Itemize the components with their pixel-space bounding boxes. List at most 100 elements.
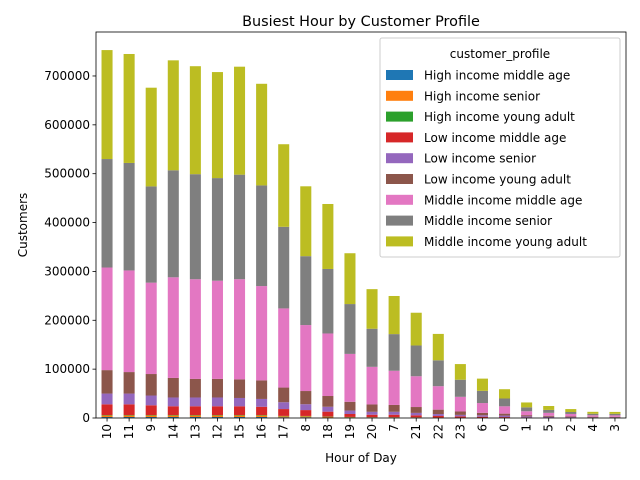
bar-segment [256,286,268,381]
x-tick-label: 18 [321,424,335,439]
bar-segment [300,416,312,418]
bar-segment [101,267,113,371]
bar-segment [454,414,466,417]
bar-segment [499,413,511,416]
legend-label: Middle income middle age [424,193,582,207]
bar-segment [211,178,223,281]
bar-segment [300,186,312,257]
x-tick-label: 5 [542,424,556,432]
bar-segment [234,417,246,418]
bar-segment [432,333,444,361]
bar-segment [123,404,135,416]
bar-segment [256,406,268,416]
bar-segment [344,253,356,305]
bar-segment [123,270,135,373]
x-tick-label: 23 [453,424,467,439]
legend-swatch [386,111,413,122]
y-axis: 0 100000 200000 300000 400000 500000 600000 700… [44,69,96,425]
bar-segment [543,416,555,418]
x-axis-label: Hour of Day [325,451,397,465]
bar-segment [189,397,201,407]
bar-segment [256,83,268,186]
bar-segment [476,403,488,413]
bar-segment [256,415,268,418]
bar-segment [211,397,223,407]
bar-segment [344,353,356,402]
bar-segment [476,390,488,404]
bar-segment [211,417,223,418]
y-tick-label: 0 [82,411,90,425]
bar-segment [388,334,400,371]
bar-segment [476,412,488,416]
y-tick-label: 200000 [44,313,90,327]
bar-segment [234,66,246,175]
bar-segment [145,417,157,418]
bar-segment [145,405,157,416]
bar-segment [609,411,621,414]
x-tick-label: 3 [608,424,622,432]
bar-segment [454,396,466,412]
bar-segment [476,415,488,417]
legend-label: High income young adult [424,110,575,124]
bar-segment [521,402,533,408]
legend-label: Low income young adult [424,173,571,187]
bar-segment [189,279,201,379]
bar-segment [101,393,113,405]
bar-segment [278,409,290,416]
legend-frame [379,37,621,258]
y-tick-label: 700000 [44,69,90,83]
bar-segment [454,416,466,418]
bar-segment [521,415,533,417]
bar-segment [565,416,577,418]
bar-segment [211,378,223,398]
x-tick-label: 19 [343,424,357,439]
bar-segment [145,87,157,187]
bar-segment [499,415,511,418]
bar-segment [101,404,113,416]
bar-segment [211,280,223,379]
legend-label: High income senior [424,89,540,103]
bar-segment [432,416,444,418]
bar-segment [145,395,157,406]
x-tick-label: 17 [277,424,291,439]
bar-segment [565,413,577,417]
bar-segment [189,406,201,416]
y-tick-label: 300000 [44,264,90,278]
bar-segment [565,409,577,412]
bar-segment [344,304,356,354]
bar-segment [587,413,599,416]
legend-swatch [386,236,413,247]
legend-label: High income middle age [424,69,570,83]
bar-segment [167,170,179,278]
bar-segment [278,226,290,309]
bar-segment [366,414,378,418]
bar-segment [410,345,422,377]
bar-segment [300,391,312,405]
bar-segment [167,377,179,398]
y-tick-label: 600000 [44,118,90,132]
bar-segment [587,415,599,417]
bar-segment [499,417,511,418]
bar-segment [388,370,400,405]
bar-segment [366,289,378,329]
bar-segment [278,387,290,403]
bar-segment [587,411,599,414]
bar-segment [609,415,621,417]
x-tick-label: 0 [498,424,512,432]
bar-segment [278,144,290,227]
x-tick-label: 11 [122,424,136,439]
bar-segment [410,412,422,416]
bar-segment [410,415,422,418]
x-tick-label: 22 [431,424,445,439]
x-tick-label: 1 [520,424,534,432]
bar-segment [543,406,555,410]
legend-swatch [386,90,413,101]
legend-swatch [386,174,413,184]
bar-segment [145,415,157,418]
x-tick-label: 16 [255,424,269,439]
bar-segment [145,374,157,396]
bar-segment [256,185,268,287]
bar-segment [278,402,290,410]
bar-segment [521,407,533,412]
bar-segment [256,417,268,418]
